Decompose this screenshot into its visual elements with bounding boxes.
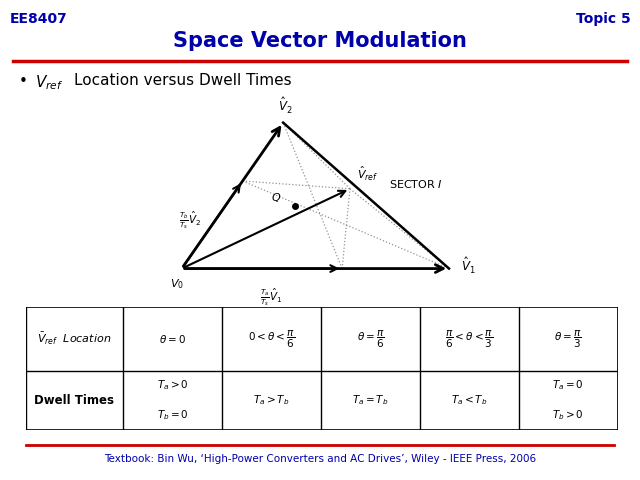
Text: Space Vector Modulation: Space Vector Modulation xyxy=(173,31,467,51)
Text: $V_{ref}$: $V_{ref}$ xyxy=(35,73,63,92)
Text: •: • xyxy=(19,74,28,89)
Text: $T_a=T_b$: $T_a=T_b$ xyxy=(352,393,388,407)
Text: $T_b=0$: $T_b=0$ xyxy=(157,408,189,422)
Text: SECTOR $I$: SECTOR $I$ xyxy=(389,178,443,190)
Text: $T_a<T_b$: $T_a<T_b$ xyxy=(451,393,488,407)
Text: $\theta=0$: $\theta=0$ xyxy=(159,333,186,345)
Text: $V_0$: $V_0$ xyxy=(170,277,184,291)
Text: $\frac{T_b}{T_s}\hat{V}_2$: $\frac{T_b}{T_s}\hat{V}_2$ xyxy=(179,209,201,231)
Text: $\frac{T_a}{T_s}\hat{V}_1$: $\frac{T_a}{T_s}\hat{V}_1$ xyxy=(260,287,282,309)
Text: Dwell Times: Dwell Times xyxy=(35,394,115,407)
Text: $\theta=\dfrac{\pi}{3}$: $\theta=\dfrac{\pi}{3}$ xyxy=(554,328,582,349)
Text: $0<\theta<\dfrac{\pi}{6}$: $0<\theta<\dfrac{\pi}{6}$ xyxy=(248,328,295,349)
Text: EE8407: EE8407 xyxy=(10,12,67,26)
Text: Textbook: Bin Wu, ‘High-Power Converters and AC Drives’, Wiley - IEEE Press, 200: Textbook: Bin Wu, ‘High-Power Converters… xyxy=(104,454,536,464)
Text: $\hat{V}_2$: $\hat{V}_2$ xyxy=(278,96,292,116)
Text: $\theta=\dfrac{\pi}{6}$: $\theta=\dfrac{\pi}{6}$ xyxy=(356,328,384,349)
Text: $Q$: $Q$ xyxy=(271,191,281,204)
Text: $\dfrac{\pi}{6}<\theta<\dfrac{\pi}{3}$: $\dfrac{\pi}{6}<\theta<\dfrac{\pi}{3}$ xyxy=(445,328,493,349)
Text: $\hat{V}_1$: $\hat{V}_1$ xyxy=(461,256,475,276)
Text: $T_b>0$: $T_b>0$ xyxy=(552,408,584,422)
Text: Location versus Dwell Times: Location versus Dwell Times xyxy=(74,73,291,88)
Text: $T_a>T_b$: $T_a>T_b$ xyxy=(253,393,290,407)
Text: $T_a=0$: $T_a=0$ xyxy=(552,379,584,393)
Text: $\bar{V}_{ref}$  Location: $\bar{V}_{ref}$ Location xyxy=(37,331,111,347)
Text: $\hat{V}_{ref}$: $\hat{V}_{ref}$ xyxy=(357,165,378,183)
Text: Topic 5: Topic 5 xyxy=(575,12,630,26)
Text: $T_a>0$: $T_a>0$ xyxy=(157,379,189,393)
